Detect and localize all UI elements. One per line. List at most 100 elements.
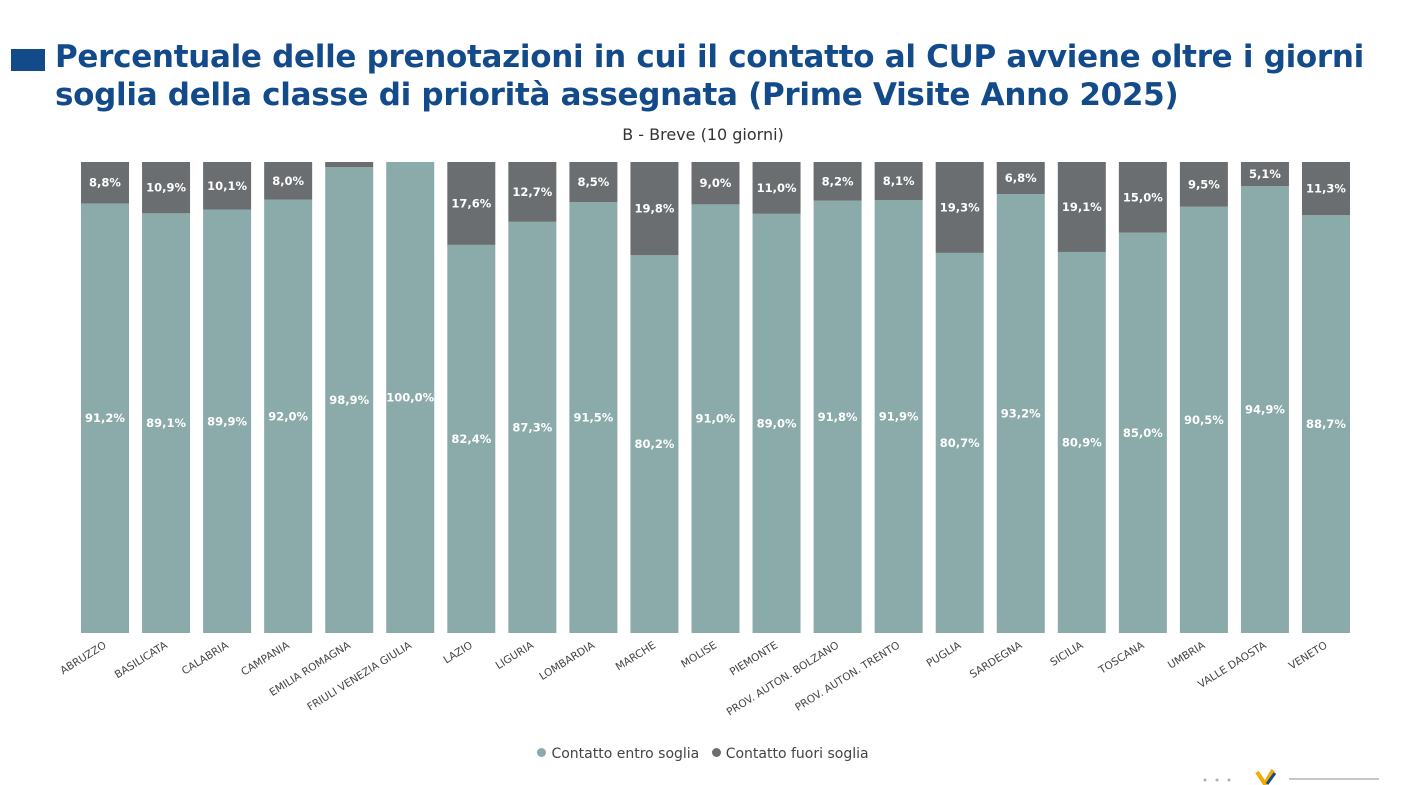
label-fuori-marche: 19,8% xyxy=(634,202,674,216)
label-fuori-sicilia: 19,1% xyxy=(1062,200,1102,214)
bar-fuori-campania xyxy=(264,162,313,200)
label-fuori-toscana: 15,0% xyxy=(1123,190,1163,204)
label-entro-lombardia: 91,5% xyxy=(573,411,613,425)
tick-label-veneto: VENETO xyxy=(1287,639,1330,672)
label-fuori-liguria: 12,7% xyxy=(512,185,552,199)
label-fuori-veneto: 11,3% xyxy=(1306,182,1346,196)
bar-fuori-valle-daosta xyxy=(1240,162,1289,187)
bar-entro-veneto xyxy=(1302,215,1350,633)
bar-entro-sicilia xyxy=(1057,251,1106,633)
bar-entro-valle-daosta xyxy=(1240,186,1289,633)
bar-entro-lombardia xyxy=(569,202,618,633)
bar-entro-basilicata xyxy=(142,213,191,634)
bar-entro-lazio xyxy=(447,244,496,633)
legend-label-fuori: Contatto fuori soglia xyxy=(725,746,869,762)
tick-label-basilicata: BASILICATA xyxy=(113,639,171,681)
label-fuori-abruzzo: 8,8% xyxy=(89,176,121,190)
bar-entro-piemonte xyxy=(752,213,801,633)
bar-fuori-prov-auton-bolzano xyxy=(813,162,862,201)
bar-fuori-sicilia xyxy=(1057,162,1106,252)
label-entro-valle-daosta: 94,9% xyxy=(1245,403,1285,417)
bar-entro-sardegna xyxy=(996,194,1045,633)
label-entro-marche: 80,2% xyxy=(634,437,674,451)
label-fuori-molise: 9,0% xyxy=(700,176,732,190)
bar-entro-toscana xyxy=(1118,232,1167,633)
tick-label-liguria: LIGURIA xyxy=(494,639,537,672)
tick-label-sardegna: SARDEGNA xyxy=(968,639,1025,681)
chart-subtitle: B - Breve (10 giorni) xyxy=(622,125,784,144)
bar-entro-friuli-venezia-giulia xyxy=(386,162,435,633)
legend-dot-entro xyxy=(537,748,547,757)
tick-label-molise: MOLISE xyxy=(679,639,719,670)
bar-entro-prov-auton-trento xyxy=(874,200,923,633)
bar-fuori-calabria xyxy=(203,162,252,210)
stacked-bar-chart: 91,2% 8,8% ABRUZZO 89,1% 10,9% BASILICATA 89,9… xyxy=(58,162,1350,718)
label-entro-prov-auton-trento: 91,9% xyxy=(879,410,919,424)
bar-fuori-molise xyxy=(691,162,740,205)
tick-label-prov-auton-trento: PROV. AUTON. TRENTO xyxy=(793,639,902,713)
tick-label-prov-auton-bolzano: PROV. AUTON. BOLZANO xyxy=(725,639,842,718)
label-entro-friuli-venezia-giulia: 100,0% xyxy=(386,391,434,405)
label-fuori-umbria: 9,5% xyxy=(1188,177,1220,191)
bar-fuori-lazio xyxy=(447,162,496,245)
label-fuori-puglia: 19,3% xyxy=(940,200,980,214)
label-entro-puglia: 80,7% xyxy=(940,436,980,450)
tick-label-lombardia: LOMBARDIA xyxy=(537,639,597,683)
bar-entro-molise xyxy=(691,204,740,633)
tick-label-valle-daosta: VALLE DAOSTA xyxy=(1196,639,1269,691)
label-entro-umbria: 90,5% xyxy=(1184,413,1224,427)
tick-label-abruzzo: ABRUZZO xyxy=(58,639,108,677)
label-fuori-piemonte: 11,0% xyxy=(757,181,797,195)
tick-label-puglia: PUGLIA xyxy=(924,639,964,670)
tick-label-campania: CAMPANIA xyxy=(239,639,292,679)
label-fuori-prov-auton-bolzano: 8,2% xyxy=(822,174,854,188)
label-entro-toscana: 85,0% xyxy=(1123,426,1163,440)
bar-fuori-lombardia xyxy=(569,162,618,203)
footer-logo xyxy=(1203,769,1379,785)
bar-entro-emilia-romagna xyxy=(325,167,374,633)
bar-fuori-marche xyxy=(630,162,679,256)
bar-entro-campania xyxy=(264,199,313,633)
bar-fuori-liguria xyxy=(508,162,557,222)
label-fuori-sardegna: 6,8% xyxy=(1005,171,1037,185)
title-marker xyxy=(11,49,45,71)
tick-label-sicilia: SICILIA xyxy=(1048,639,1086,669)
tick-label-umbria: UMBRIA xyxy=(1166,639,1208,672)
tick-label-marche: MARCHE xyxy=(614,639,658,673)
tick-label-toscana: TOSCANA xyxy=(1096,639,1147,677)
bar-fuori-puglia xyxy=(935,162,984,253)
bar-fuori-veneto xyxy=(1302,162,1350,216)
bar-fuori-basilicata xyxy=(142,162,191,214)
label-entro-sardegna: 93,2% xyxy=(1001,407,1041,421)
label-entro-lazio: 82,4% xyxy=(451,432,491,446)
label-entro-veneto: 88,7% xyxy=(1306,417,1346,431)
label-entro-liguria: 87,3% xyxy=(512,420,552,434)
legend-item-fuori: Contatto fuori soglia xyxy=(711,746,869,762)
label-fuori-campania: 8,0% xyxy=(272,174,304,188)
legend-item-entro: Contatto entro soglia xyxy=(537,746,699,762)
label-entro-piemonte: 89,0% xyxy=(757,416,797,430)
label-fuori-lazio: 17,6% xyxy=(451,196,491,210)
label-entro-prov-auton-bolzano: 91,8% xyxy=(818,410,858,424)
label-fuori-valle-daosta: 5,1% xyxy=(1249,167,1281,181)
chart-title: Percentuale delle prenotazioni in cui il… xyxy=(55,39,1365,113)
label-entro-basilicata: 89,1% xyxy=(146,416,186,430)
bar-entro-marche xyxy=(630,255,679,633)
bar-fuori-toscana xyxy=(1118,162,1167,233)
tick-label-friuli-venezia-giulia: FRIULI VENEZIA GIULIA xyxy=(305,639,414,713)
label-entro-sicilia: 80,9% xyxy=(1062,435,1102,449)
label-entro-campania: 92,0% xyxy=(268,409,308,423)
bar-fuori-prov-auton-trento xyxy=(874,162,923,201)
bar-entro-umbria xyxy=(1179,206,1228,633)
tick-label-lazio: LAZIO xyxy=(442,639,475,666)
legend-label-entro: Contatto entro soglia xyxy=(551,746,700,762)
tick-label-calabria: CALABRIA xyxy=(180,639,232,677)
label-fuori-lombardia: 8,5% xyxy=(577,175,609,189)
bar-fuori-sardegna xyxy=(996,162,1045,195)
bar-entro-liguria xyxy=(508,221,557,633)
bar-entro-calabria xyxy=(203,209,252,634)
bar-entro-puglia xyxy=(935,252,984,633)
label-fuori-calabria: 10,1% xyxy=(207,179,247,193)
bar-fuori-abruzzo xyxy=(81,162,129,204)
legend-dot-fuori xyxy=(711,748,721,757)
